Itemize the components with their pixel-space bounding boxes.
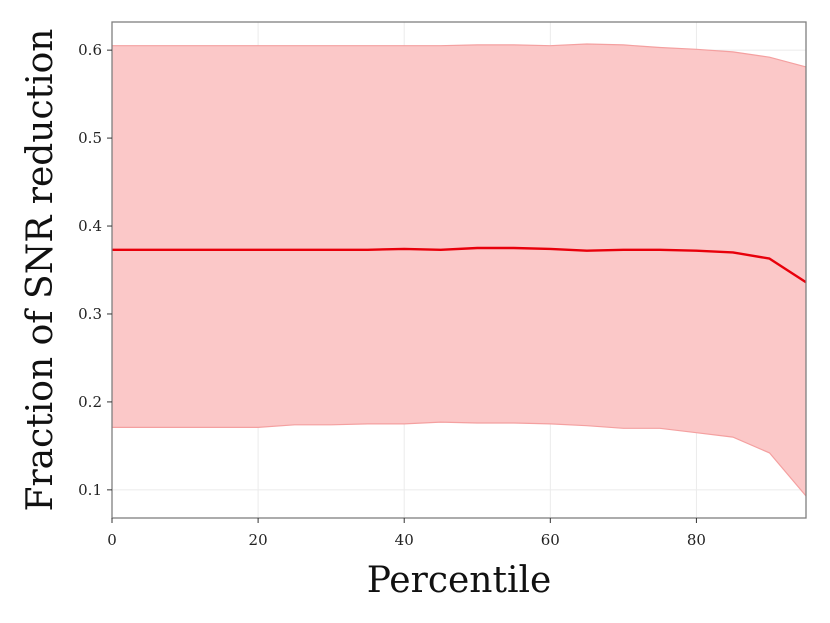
x-axis-title: Percentile [367, 560, 552, 601]
x-tick-label: 40 [395, 531, 414, 549]
y-tick-label: 0.4 [78, 217, 102, 235]
x-tick-label: 60 [541, 531, 560, 549]
y-axis: 0.1 0.2 0.3 0.4 0.5 0.6 [78, 41, 112, 499]
plot-frame [111, 21, 807, 519]
y-tick-label: 0.3 [78, 305, 102, 323]
x-tick-label: 80 [687, 531, 706, 549]
y-tick-label: 0.6 [78, 41, 102, 59]
y-tick-label: 0.2 [78, 393, 102, 411]
y-tick-label: 0.1 [78, 481, 102, 499]
range-band [112, 44, 806, 496]
x-axis: 0 20 40 60 80 [107, 518, 706, 549]
band-upper-edge [112, 43, 807, 68]
band-lower-edge [112, 421, 807, 497]
mean-line [112, 246, 807, 284]
y-axis-title: Fraction of SNR reduction [20, 29, 61, 512]
y-tick-label: 0.5 [78, 129, 102, 147]
x-tick-label: 20 [249, 531, 268, 549]
x-tick-label: 0 [107, 531, 117, 549]
